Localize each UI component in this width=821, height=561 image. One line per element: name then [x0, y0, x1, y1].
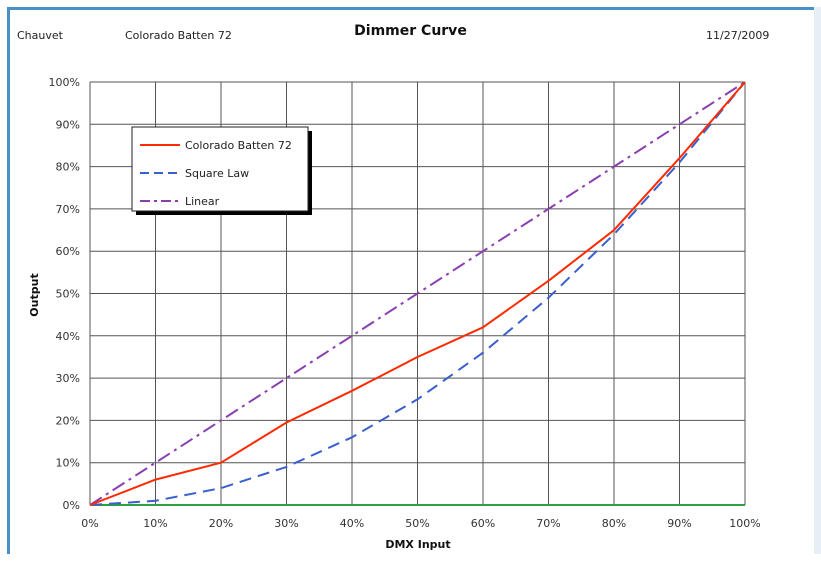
x-tick-label: 10%: [143, 517, 167, 530]
y-tick-label: 20%: [56, 414, 80, 427]
y-tick-label: 30%: [56, 372, 80, 385]
x-tick-label: 60%: [471, 517, 495, 530]
series-line-linear: [89, 81, 746, 506]
fixture-label: Colorado Batten 72: [125, 29, 232, 42]
date-label: 11/27/2009: [706, 29, 770, 42]
x-tick-label: 80%: [602, 517, 626, 530]
x-tick-label: 90%: [667, 517, 691, 530]
series-line-square-law: [89, 81, 746, 506]
legend-box: [131, 126, 309, 212]
x-tick-label: 40%: [340, 517, 364, 530]
y-tick-label: 90%: [56, 118, 80, 131]
x-tick-label: 100%: [729, 517, 760, 530]
manufacturer-label: Chauvet: [17, 29, 63, 42]
series-line-colorado: [89, 81, 746, 506]
y-tick-label: 0%: [63, 499, 80, 512]
legend-label-colorado: Colorado Batten 72: [185, 139, 292, 152]
series-lines: [89, 81, 746, 506]
x-tick-label: 70%: [536, 517, 560, 530]
tick-labels: 0% 10% 20% 30% 40% 50% 60% 70% 80% 90% 100% 0% 10% 20…: [49, 76, 761, 530]
x-tick-label: 0%: [81, 517, 98, 530]
legend-label-linear: Linear: [185, 195, 220, 208]
y-tick-label: 70%: [56, 203, 80, 216]
chart-title: Dimmer Curve: [354, 23, 467, 39]
x-tick-label: 20%: [209, 517, 233, 530]
y-tick-label: 100%: [49, 76, 80, 89]
x-tick-label: 50%: [405, 517, 429, 530]
y-tick-label: 80%: [56, 161, 80, 174]
x-axis-title: DMX Input: [385, 538, 450, 551]
right-edge-strip: [814, 7, 821, 554]
legend-label-square-law: Square Law: [185, 167, 249, 180]
x-tick-label: 30%: [274, 517, 298, 530]
y-tick-label: 60%: [56, 245, 80, 258]
y-tick-label: 10%: [56, 457, 80, 470]
y-tick-label: 40%: [56, 330, 80, 343]
y-tick-label: 50%: [56, 288, 80, 301]
y-axis-title: Output: [28, 273, 41, 316]
legend: Colorado Batten 72 Square Law Linear: [131, 126, 312, 215]
